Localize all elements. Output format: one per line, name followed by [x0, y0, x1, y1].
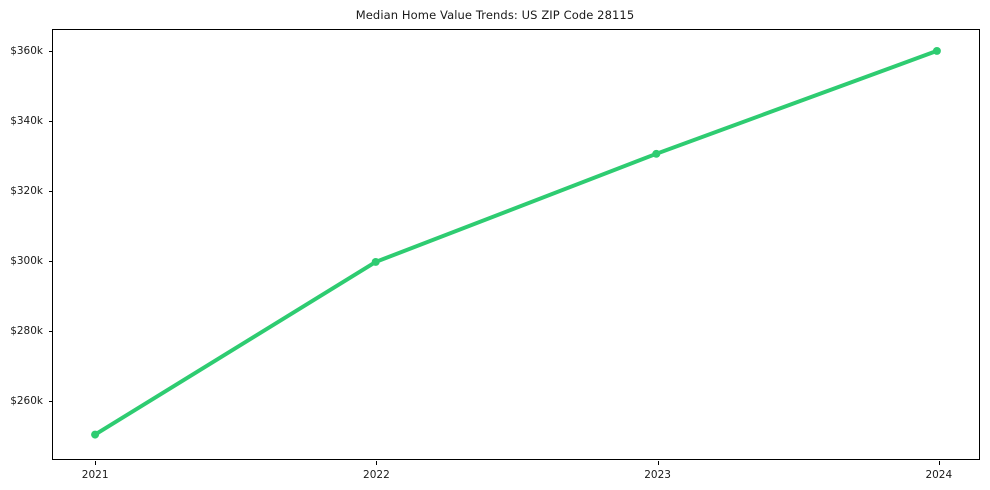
data-point-marker[interactable] [652, 149, 661, 158]
x-tick-label: 2024 [925, 469, 953, 481]
x-tick-label: 2022 [363, 469, 390, 481]
data-point-marker[interactable] [371, 257, 380, 266]
y-tick-label: $340k [10, 115, 43, 128]
x-tick-mark [95, 461, 97, 465]
x-tick-label: 2021 [81, 469, 109, 481]
y-tick-label: $280k [10, 325, 43, 338]
x-tick-label: 2023 [644, 469, 671, 481]
plot-area: $260k $280k $300k $320k $340k $360k 2021 2022 2… [10, 29, 980, 481]
chart-title: Median Home Value Trends: US ZIP Code 28… [355, 8, 635, 22]
x-tick-mark [657, 461, 659, 465]
data-point-marker[interactable] [91, 430, 100, 439]
data-point-marker[interactable] [932, 46, 941, 55]
y-tick-label: $320k [10, 185, 43, 198]
x-tick-mark [938, 461, 940, 465]
y-tick-label: $300k [10, 255, 43, 268]
y-tick-label: $360k [10, 45, 43, 58]
y-tick-label: $260k [10, 395, 43, 408]
line-series-canvas [91, 46, 941, 439]
line-path [93, 48, 939, 437]
x-tick-mark [376, 461, 378, 465]
